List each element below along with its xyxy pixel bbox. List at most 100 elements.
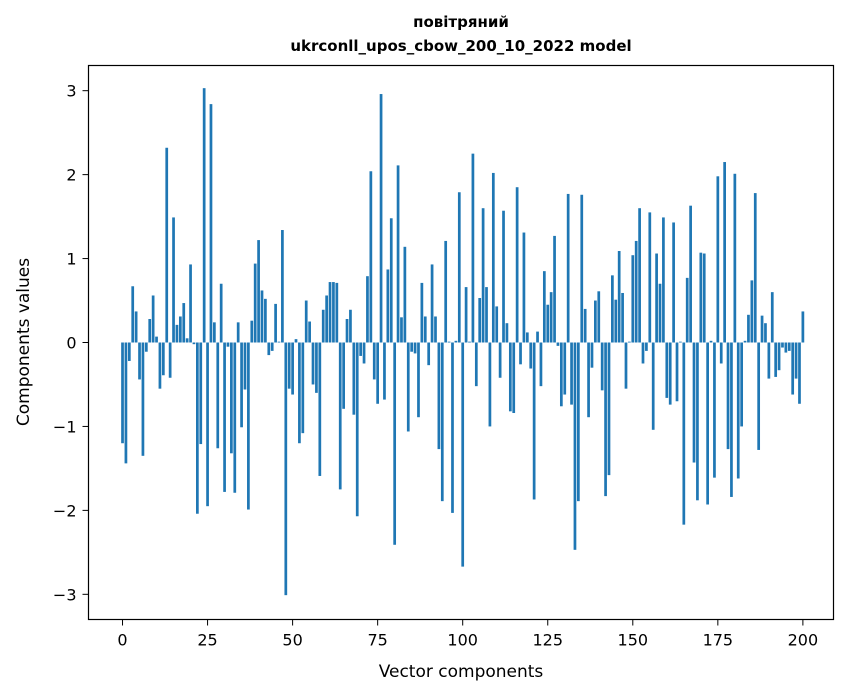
bar	[223, 342, 226, 492]
bar	[566, 193, 570, 343]
x-tick-label: 100	[447, 631, 478, 650]
bar	[764, 323, 767, 343]
bar	[750, 280, 754, 343]
bar	[491, 172, 495, 343]
bar	[502, 210, 505, 343]
bar	[243, 342, 247, 390]
bar	[270, 342, 274, 351]
bar	[277, 341, 281, 343]
bar	[658, 283, 662, 343]
bar	[478, 298, 482, 343]
bar	[736, 342, 740, 479]
bar	[131, 286, 135, 343]
bar	[366, 276, 369, 343]
x-axis-ticks: 0 25 50 75 100 125 150 175 200	[117, 619, 818, 650]
bar	[189, 264, 192, 343]
bar	[726, 342, 730, 450]
bar	[253, 263, 257, 343]
bar	[607, 342, 611, 476]
bar	[138, 342, 141, 380]
bar	[753, 193, 757, 343]
y-tick-label: 2	[66, 166, 76, 185]
bar	[349, 309, 352, 343]
bar	[434, 316, 437, 343]
bar	[161, 342, 165, 376]
bar	[519, 342, 522, 365]
bar	[713, 342, 716, 478]
y-tick-label: 3	[66, 82, 76, 101]
bar	[127, 342, 131, 361]
bar	[226, 342, 230, 347]
bar	[338, 342, 342, 490]
bar	[542, 271, 546, 343]
bar	[148, 319, 152, 343]
bar	[651, 342, 655, 430]
bar	[250, 320, 254, 343]
x-tick-label: 125	[532, 631, 563, 650]
bar	[274, 303, 277, 343]
bar	[468, 341, 471, 343]
bar	[151, 295, 155, 343]
x-tick-label: 75	[367, 631, 387, 650]
bar	[199, 342, 203, 445]
bar	[590, 342, 594, 368]
y-tick-label: −1	[53, 417, 77, 436]
y-tick-label: −3	[53, 585, 77, 604]
bar	[563, 342, 567, 395]
bar	[141, 342, 145, 456]
bar	[699, 252, 703, 343]
bar	[556, 342, 560, 346]
bar	[645, 342, 648, 351]
bar	[668, 342, 672, 405]
bar	[308, 321, 311, 343]
bar	[597, 291, 601, 343]
bar	[359, 342, 363, 356]
bar	[311, 342, 315, 385]
bar	[121, 342, 124, 444]
bar	[219, 283, 223, 343]
bar	[332, 282, 335, 343]
y-tick-label: 1	[66, 250, 76, 269]
bar	[447, 341, 451, 343]
bar	[216, 342, 220, 449]
x-tick-label: 50	[282, 631, 302, 650]
bar	[559, 342, 563, 407]
bar	[440, 342, 444, 502]
bar	[134, 311, 138, 343]
bar	[352, 342, 356, 415]
bar	[318, 342, 322, 476]
bar	[719, 342, 723, 364]
bar	[335, 282, 339, 343]
bar	[679, 341, 682, 343]
bar	[389, 218, 393, 343]
bar	[206, 342, 209, 507]
bar	[362, 342, 366, 364]
bar	[488, 342, 492, 427]
bar	[600, 342, 604, 391]
bar	[662, 217, 665, 343]
bar	[515, 187, 519, 343]
bar	[209, 104, 213, 343]
bar	[777, 342, 781, 371]
bar	[196, 342, 199, 514]
bar	[587, 342, 590, 418]
bar	[321, 309, 325, 343]
bar	[675, 342, 679, 402]
bar	[328, 282, 332, 343]
bar	[577, 342, 580, 502]
bar	[158, 342, 162, 389]
bar	[624, 342, 628, 389]
bar	[553, 235, 556, 343]
bar	[315, 342, 318, 393]
bar	[723, 162, 726, 343]
bar	[236, 322, 240, 343]
bar	[182, 303, 186, 343]
bar-series	[121, 88, 805, 596]
bar	[583, 308, 587, 343]
y-axis-label: Components values	[14, 258, 34, 426]
bar	[536, 331, 539, 343]
bar	[770, 292, 774, 343]
bar	[621, 292, 624, 343]
bar	[464, 287, 468, 343]
